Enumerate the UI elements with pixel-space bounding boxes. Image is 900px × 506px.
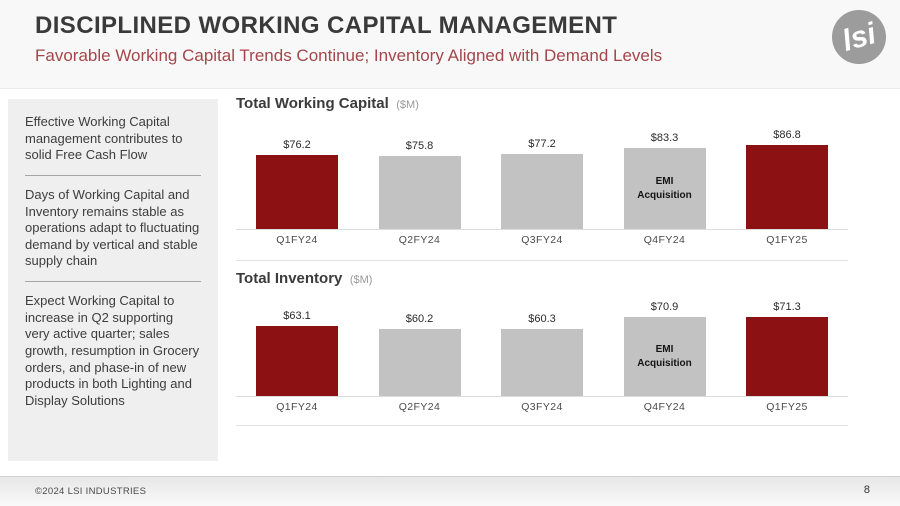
bar-value-label: $75.8 [405,139,434,152]
copyright-text: ©2024 LSI INDUSTRIES [35,486,147,497]
bar [256,155,338,229]
bar [378,329,461,396]
bar [501,329,583,396]
chart-unit-label: ($M) [396,99,419,111]
bar-column: $76.2 [236,139,358,229]
x-axis-label: Q3FY24 [521,401,563,413]
x-axis-label: Q4FY24 [643,234,686,246]
sidebar-note: Effective Working Capital management con… [25,114,183,163]
x-axis-label: Q3FY24 [521,234,563,246]
bar-column: $75.8 [359,139,481,229]
chart-divider [236,260,848,261]
chart-unit-label: ($M) [349,274,373,286]
bar-column: $77.2 [481,138,603,229]
sidebar-note: Days of Working Capital and Inventory re… [25,186,200,269]
bar-column: $63.1 [236,310,358,396]
x-axis-label: Q2FY24 [398,234,441,246]
sidebar-divider [25,174,201,176]
chart-title-inventory: Total Inventory ($M) [236,270,372,288]
bar-value-label: $76.2 [283,139,311,152]
bar [746,144,828,229]
bar-value-label: $70.9 [650,301,679,314]
bar-column: $83.3 EMI Acquisition [604,132,726,229]
bar-column: $60.2 [359,313,481,396]
page-subtitle: Favorable Working Capital Trends Continu… [35,46,663,65]
bar [256,326,338,396]
bar: EMI Acquisition [623,148,706,229]
sidebar-note: Expect Working Capital to increase in Q2… [25,293,200,408]
chart-title-text: Total Inventory [236,270,343,287]
charts-panel: Total Working Capital ($M) $76.2 $75.8 $77… [236,92,848,442]
x-axis-label: Q1FY25 [766,401,808,413]
x-axis-label: Q1FY24 [276,234,318,246]
bar-plot-inventory: $63.1 $60.2 $60.3 $70.9 EMI Acquisition $71.3 [236,298,848,397]
sidebar-divider [25,281,201,282]
bar-value-label: $83.3 [650,132,679,145]
bar-plot-working-capital: $76.2 $75.8 $77.2 $83.3 EMI Acquisition $86.8 [236,129,848,230]
bar: EMI Acquisition [623,317,706,396]
x-axis-label: Q1FY24 [276,401,318,413]
x-axis-working-capital: Q1FY24 Q2FY24 Q3FY24 Q4FY24 Q1FY25 [236,234,848,246]
page-title: DISCIPLINED WORKING CAPITAL MANAGEMENT [35,12,618,39]
chart-title-text: Total Working Capital [236,95,389,112]
bar-value-label: $60.3 [528,313,556,326]
panel-bottom-divider [236,425,848,426]
bar-value-label: $71.3 [773,300,801,313]
slide-header: DISCIPLINED WORKING CAPITAL MANAGEMENT F… [0,0,900,89]
bar [501,154,583,229]
bar [746,316,828,396]
x-axis-label: Q2FY24 [398,401,441,413]
bar-value-label: $63.1 [283,310,311,322]
slide-footer: ©2024 LSI INDUSTRIES 8 [0,476,900,506]
bar-annotation: EMI Acquisition [637,344,692,369]
bar-value-label: $77.2 [528,138,556,151]
chart-title-working-capital: Total Working Capital ($M) [236,95,419,113]
bar-value-label: $60.2 [405,313,434,326]
bar-column: $70.9 EMI Acquisition [604,301,726,396]
bar-value-label: $86.8 [773,128,801,141]
bar-column: $71.3 [726,301,848,396]
bar-annotation: EMI Acquisition [637,176,692,201]
x-axis-inventory: Q1FY24 Q2FY24 Q3FY24 Q4FY24 Q1FY25 [236,401,848,413]
bar-column: $60.3 [481,313,603,396]
page-number: 8 [863,484,870,496]
bar [378,155,461,229]
x-axis-label: Q4FY24 [643,401,686,413]
sidebar-notes: Effective Working Capital management con… [8,99,218,461]
x-axis-label: Q1FY25 [766,234,808,246]
bar-column: $86.8 [726,129,848,229]
lsi-logo-icon: lsi [832,10,886,64]
